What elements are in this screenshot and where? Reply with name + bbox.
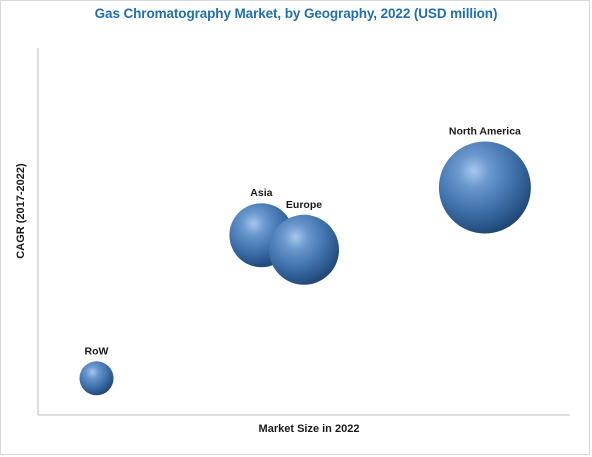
x-axis-label: Market Size in 2022	[259, 423, 360, 435]
bubble-label-asia: Asia	[250, 187, 272, 199]
chart-title: Gas Chromatography Market, by Geography,…	[94, 6, 498, 21]
bubble-north-america	[438, 141, 531, 234]
bubble-label-row: RoW	[85, 345, 109, 357]
bubble-label-europe: Europe	[286, 199, 322, 211]
bubble-label-north-america: North America	[449, 126, 521, 138]
y-axis-label: CAGR (2017-2022)	[15, 163, 27, 259]
bubbles-group: Asia Europe North America RoW	[79, 126, 531, 396]
bubble-row	[79, 361, 114, 396]
bubble-europe	[269, 214, 339, 285]
